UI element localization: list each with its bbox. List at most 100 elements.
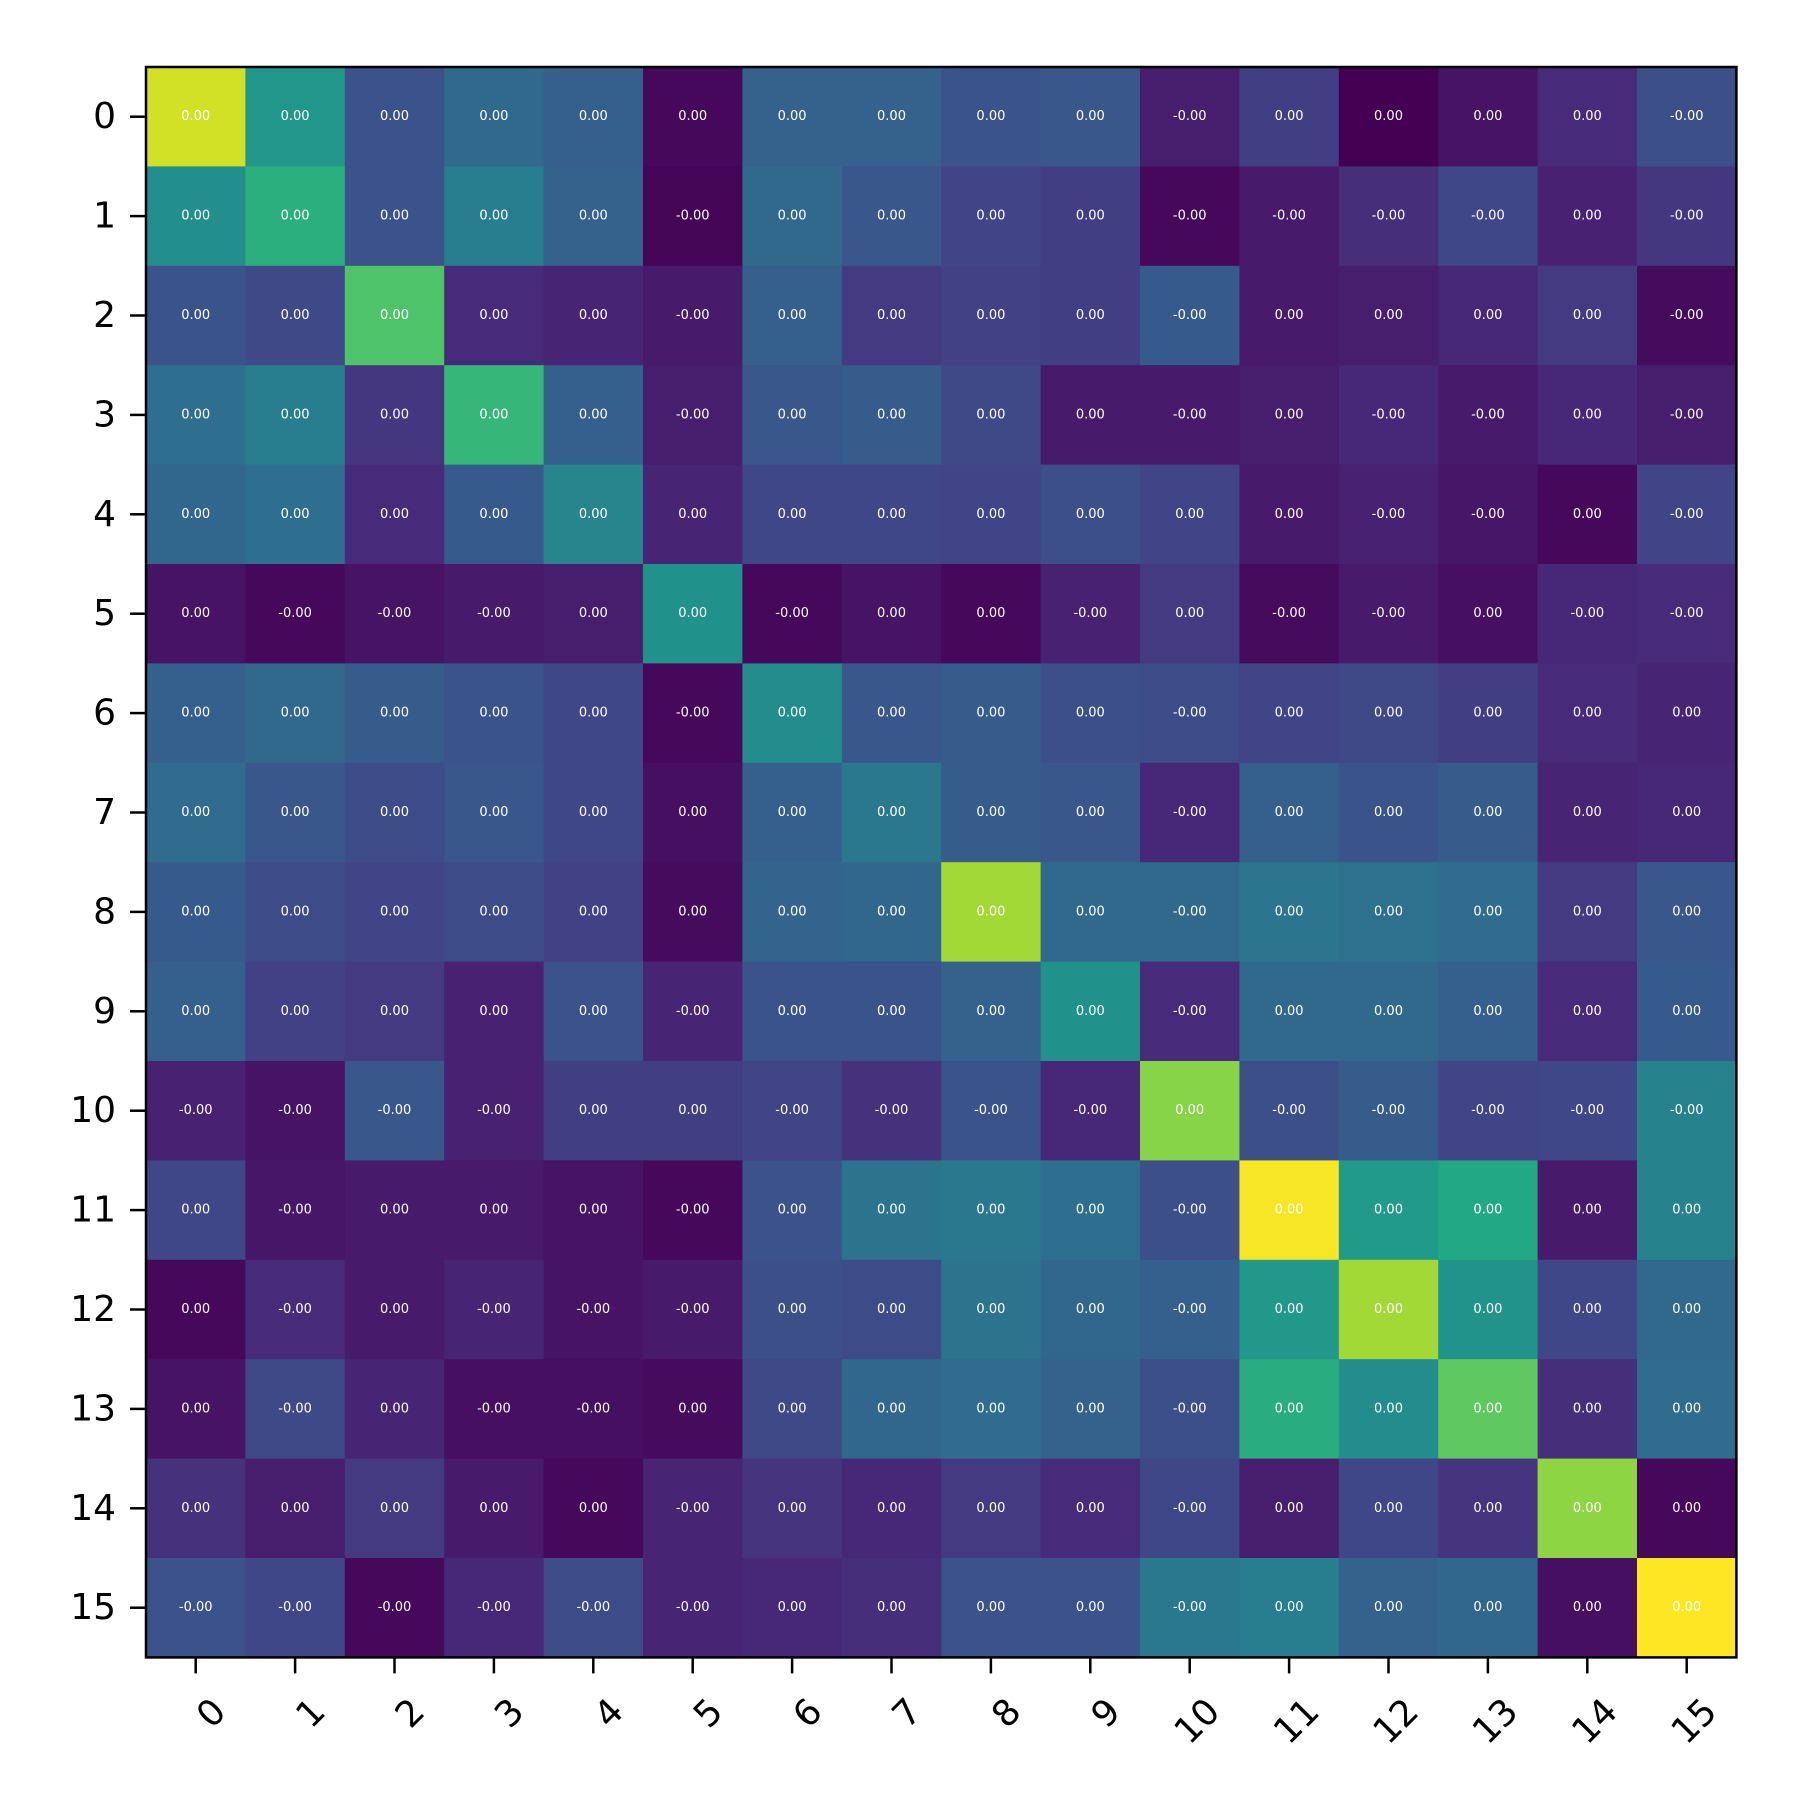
cell-value-label-r12-c13: 0.00 [1473, 1302, 1502, 1317]
cell-value-label-r3-c15: -0.00 [1670, 407, 1704, 422]
heatmap-cell-r9-c0 [146, 961, 246, 1062]
cell-value-label-r11-c5: -0.00 [676, 1203, 710, 1218]
heatmap-cell-r4-c0 [146, 464, 246, 565]
heatmap-cell-r4-c6 [742, 464, 843, 565]
heatmap-cell-r1-c12 [1338, 166, 1439, 267]
cell-value-label-r9-c15: 0.00 [1672, 1004, 1701, 1019]
heatmap-cell-r13-c2 [344, 1359, 445, 1460]
cell-value-label-r4-c7: 0.00 [877, 507, 906, 522]
heatmap-cell-r0-c1 [245, 67, 346, 167]
cell-value-label-r0-c8: 0.00 [976, 109, 1005, 124]
cell-value-label-r6-c0: 0.00 [181, 706, 210, 721]
cell-value-label-r2-c10: -0.00 [1173, 308, 1207, 323]
heatmap-cell-r1-c4 [543, 166, 644, 267]
cell-value-label-r3-c2: 0.00 [380, 407, 409, 422]
cell-value-label-r3-c10: -0.00 [1173, 407, 1207, 422]
heatmap-cell-r6-c1 [245, 663, 346, 764]
heatmap-cell-r11-c15 [1637, 1160, 1737, 1261]
heatmap-cell-r8-c4 [543, 862, 644, 963]
cell-value-label-r7-c1: 0.00 [281, 805, 310, 820]
cell-value-label-r6-c4: 0.00 [579, 706, 608, 721]
heatmap-cell-r4-c11 [1239, 464, 1340, 565]
cell-value-label-r12-c2: 0.00 [380, 1302, 409, 1317]
y-tick-label-2: 2 [93, 295, 116, 336]
heatmap-cell-r1-c14 [1537, 166, 1638, 267]
cell-value-label-r3-c1: 0.00 [281, 407, 310, 422]
cell-value-label-r14-c9: 0.00 [1076, 1501, 1105, 1516]
cell-value-label-r7-c0: 0.00 [181, 805, 210, 820]
heatmap-cell-r1-c9 [1040, 166, 1141, 267]
heatmap-cell-r5-c10 [1140, 564, 1240, 664]
heatmap-cell-r13-c9 [1040, 1359, 1141, 1460]
heatmap-cell-r1-c10 [1140, 166, 1240, 267]
heatmap-cell-r5-c13 [1438, 564, 1539, 664]
cell-value-label-r4-c10: 0.00 [1175, 507, 1204, 522]
cell-value-label-r13-c2: 0.00 [380, 1401, 409, 1416]
cell-value-label-r7-c7: 0.00 [877, 805, 906, 820]
heatmap-cell-r14-c14 [1537, 1458, 1638, 1559]
heatmap-cell-r2-c1 [245, 265, 346, 366]
heatmap-cell-r0-c8 [941, 67, 1042, 167]
heatmap-cell-r6-c11 [1239, 663, 1340, 764]
heatmap-cell-r11-c5 [643, 1160, 743, 1261]
heatmap-cell-r9-c9 [1040, 961, 1141, 1062]
y-tick-label-6: 6 [93, 693, 116, 734]
cell-value-label-r3-c9: 0.00 [1076, 407, 1105, 422]
heatmap-cell-r6-c3 [444, 663, 545, 764]
cell-value-label-r8-c1: 0.00 [281, 904, 310, 919]
cell-value-label-r11-c10: -0.00 [1173, 1203, 1207, 1218]
cell-value-label-r15-c3: -0.00 [477, 1600, 511, 1615]
cell-value-label-r10-c2: -0.00 [378, 1103, 412, 1118]
heatmap-cell-r6-c5 [643, 663, 743, 764]
y-tick-label-1: 1 [93, 196, 116, 237]
heatmap-cell-r15-c6 [742, 1558, 843, 1658]
cell-value-label-r5-c8: 0.00 [976, 606, 1005, 621]
heatmap-cell-r0-c6 [742, 67, 843, 167]
cell-value-label-r1-c9: 0.00 [1076, 209, 1105, 224]
cell-value-label-r2-c3: 0.00 [479, 308, 508, 323]
heatmap-cell-r10-c0 [146, 1061, 246, 1161]
heatmap-cell-r1-c8 [941, 166, 1042, 267]
heatmap-cell-r14-c11 [1239, 1458, 1340, 1559]
heatmap-cell-r6-c6 [742, 663, 843, 764]
cell-value-label-r5-c12: -0.00 [1372, 606, 1406, 621]
cell-value-label-r15-c10: -0.00 [1173, 1600, 1207, 1615]
heatmap-cell-r9-c14 [1537, 961, 1638, 1062]
heatmap-cell-r15-c1 [245, 1558, 346, 1658]
cell-value-label-r10-c6: -0.00 [775, 1103, 809, 1118]
cell-value-label-r4-c14: 0.00 [1573, 507, 1602, 522]
cell-value-label-r4-c0: 0.00 [181, 507, 210, 522]
cell-value-label-r6-c10: -0.00 [1173, 706, 1207, 721]
heatmap-cell-r15-c12 [1338, 1558, 1439, 1658]
heatmap-cell-r12-c6 [742, 1259, 843, 1360]
y-tick-label-13: 13 [70, 1388, 116, 1429]
heatmap-cell-r7-c5 [643, 762, 743, 863]
cell-value-label-r5-c7: 0.00 [877, 606, 906, 621]
cell-value-label-r2-c8: 0.00 [976, 308, 1005, 323]
cell-value-label-r10-c3: -0.00 [477, 1103, 511, 1118]
cell-value-label-r14-c2: 0.00 [380, 1501, 409, 1516]
heatmap-cell-r8-c2 [344, 862, 445, 963]
heatmap-cell-r3-c11 [1239, 365, 1340, 466]
heatmap-cell-r8-c3 [444, 862, 545, 963]
cell-value-label-r14-c1: 0.00 [281, 1501, 310, 1516]
cell-value-label-r0-c2: 0.00 [380, 109, 409, 124]
heatmap-cell-r12-c11 [1239, 1259, 1340, 1360]
cell-value-label-r11-c4: 0.00 [579, 1203, 608, 1218]
heatmap-cell-r13-c0 [146, 1359, 246, 1460]
y-tick-label-14: 14 [70, 1488, 116, 1529]
heatmap-cell-r0-c3 [444, 67, 545, 167]
heatmap-cell-r15-c5 [643, 1558, 743, 1658]
heatmap-cell-r0-c13 [1438, 67, 1539, 167]
heatmap-cell-r3-c12 [1338, 365, 1439, 466]
heatmap-cell-r13-c12 [1338, 1359, 1439, 1460]
cell-value-label-r0-c12: 0.00 [1374, 109, 1403, 124]
cell-value-label-r14-c5: -0.00 [676, 1501, 710, 1516]
cell-value-label-r6-c1: 0.00 [281, 706, 310, 721]
heatmap-cell-r1-c7 [841, 166, 942, 267]
cell-value-label-r13-c5: 0.00 [678, 1401, 707, 1416]
heatmap-cell-r12-c15 [1637, 1259, 1737, 1360]
cell-value-label-r11-c0: 0.00 [181, 1203, 210, 1218]
cell-value-label-r7-c9: 0.00 [1076, 805, 1105, 820]
cell-value-label-r13-c12: 0.00 [1374, 1401, 1403, 1416]
